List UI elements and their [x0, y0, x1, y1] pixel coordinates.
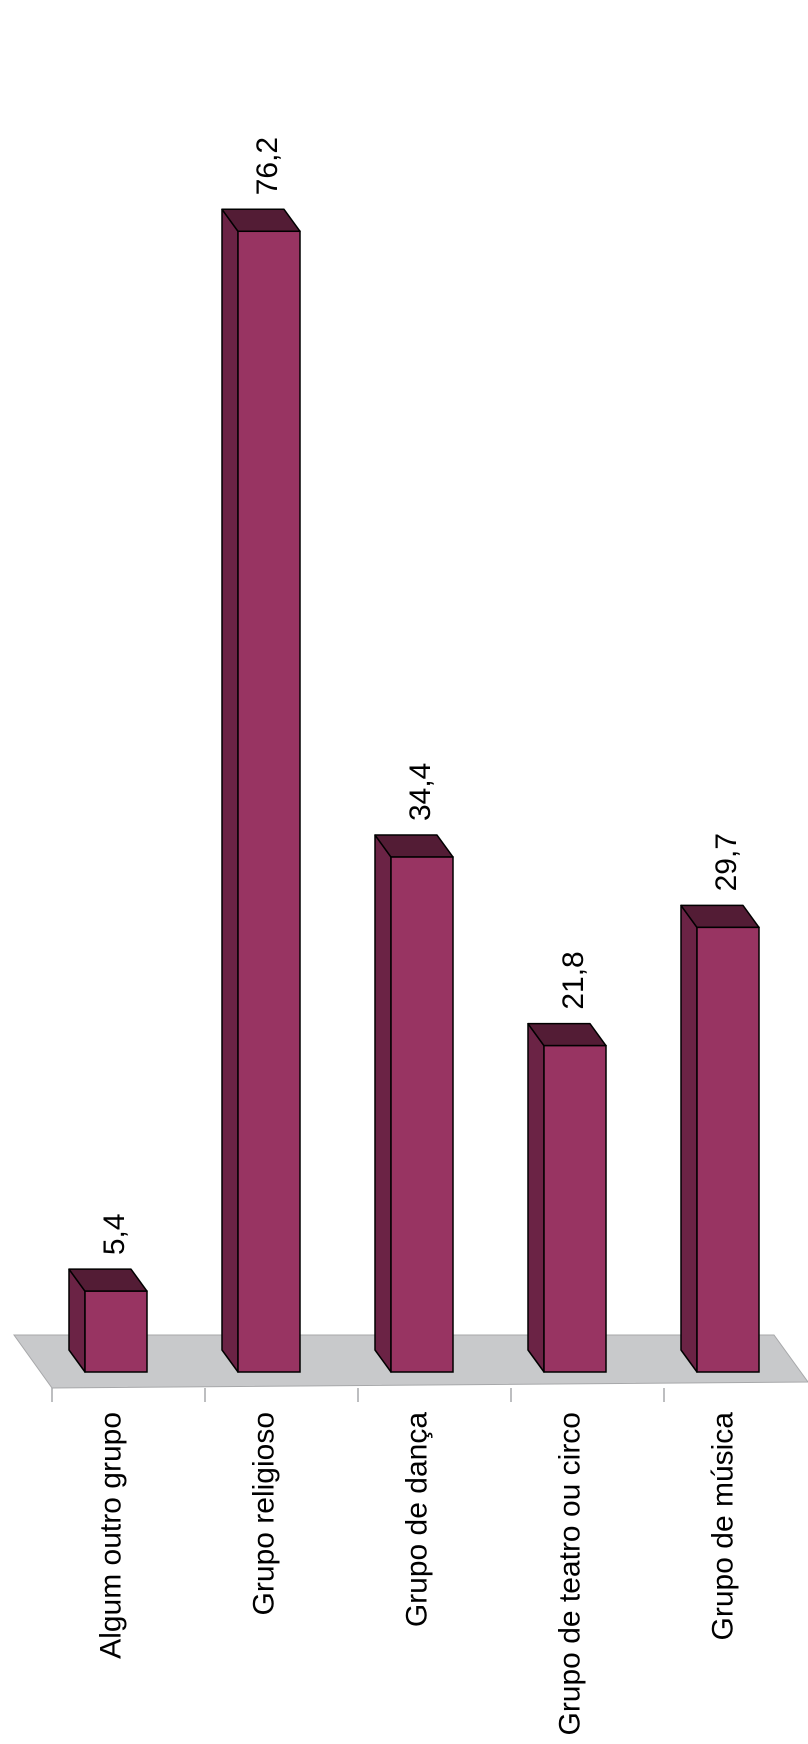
category-label: Grupo de dança: [400, 1412, 433, 1627]
bar-side-face: [221, 208, 239, 1373]
bar-front-face: [543, 1044, 607, 1373]
bar-front-face: [390, 856, 454, 1373]
bar-side-face: [527, 1022, 545, 1373]
bar-3: [374, 834, 454, 1373]
category-labels: Algum outro grupo Grupo religioso Grupo de…: [94, 1412, 739, 1736]
data-label: 76,2: [251, 137, 284, 195]
bar-1: [68, 1268, 148, 1373]
category-label: Grupo de música: [706, 1412, 739, 1641]
data-label: 34,4: [404, 763, 437, 821]
bar-5: [680, 904, 760, 1373]
data-label: 5,4: [98, 1213, 131, 1255]
bar-side-face: [374, 834, 392, 1373]
data-label: 21,8: [557, 951, 590, 1009]
bar-side-face: [680, 904, 698, 1373]
category-label: Algum outro grupo: [94, 1412, 127, 1659]
bar-front-face: [84, 1290, 148, 1373]
bars: [68, 208, 760, 1373]
bar-front-face: [237, 230, 301, 1373]
bar-2: [221, 208, 301, 1373]
category-label: Grupo de teatro ou circo: [553, 1412, 586, 1736]
data-label: 29,7: [710, 833, 743, 891]
axis-ticks: [51, 1388, 665, 1402]
category-label: Grupo religioso: [247, 1412, 280, 1615]
bar-4: [527, 1022, 607, 1373]
bar-front-face: [696, 926, 760, 1373]
data-labels: 5,4 76,2 34,4 21,8 29,7: [98, 137, 743, 1255]
